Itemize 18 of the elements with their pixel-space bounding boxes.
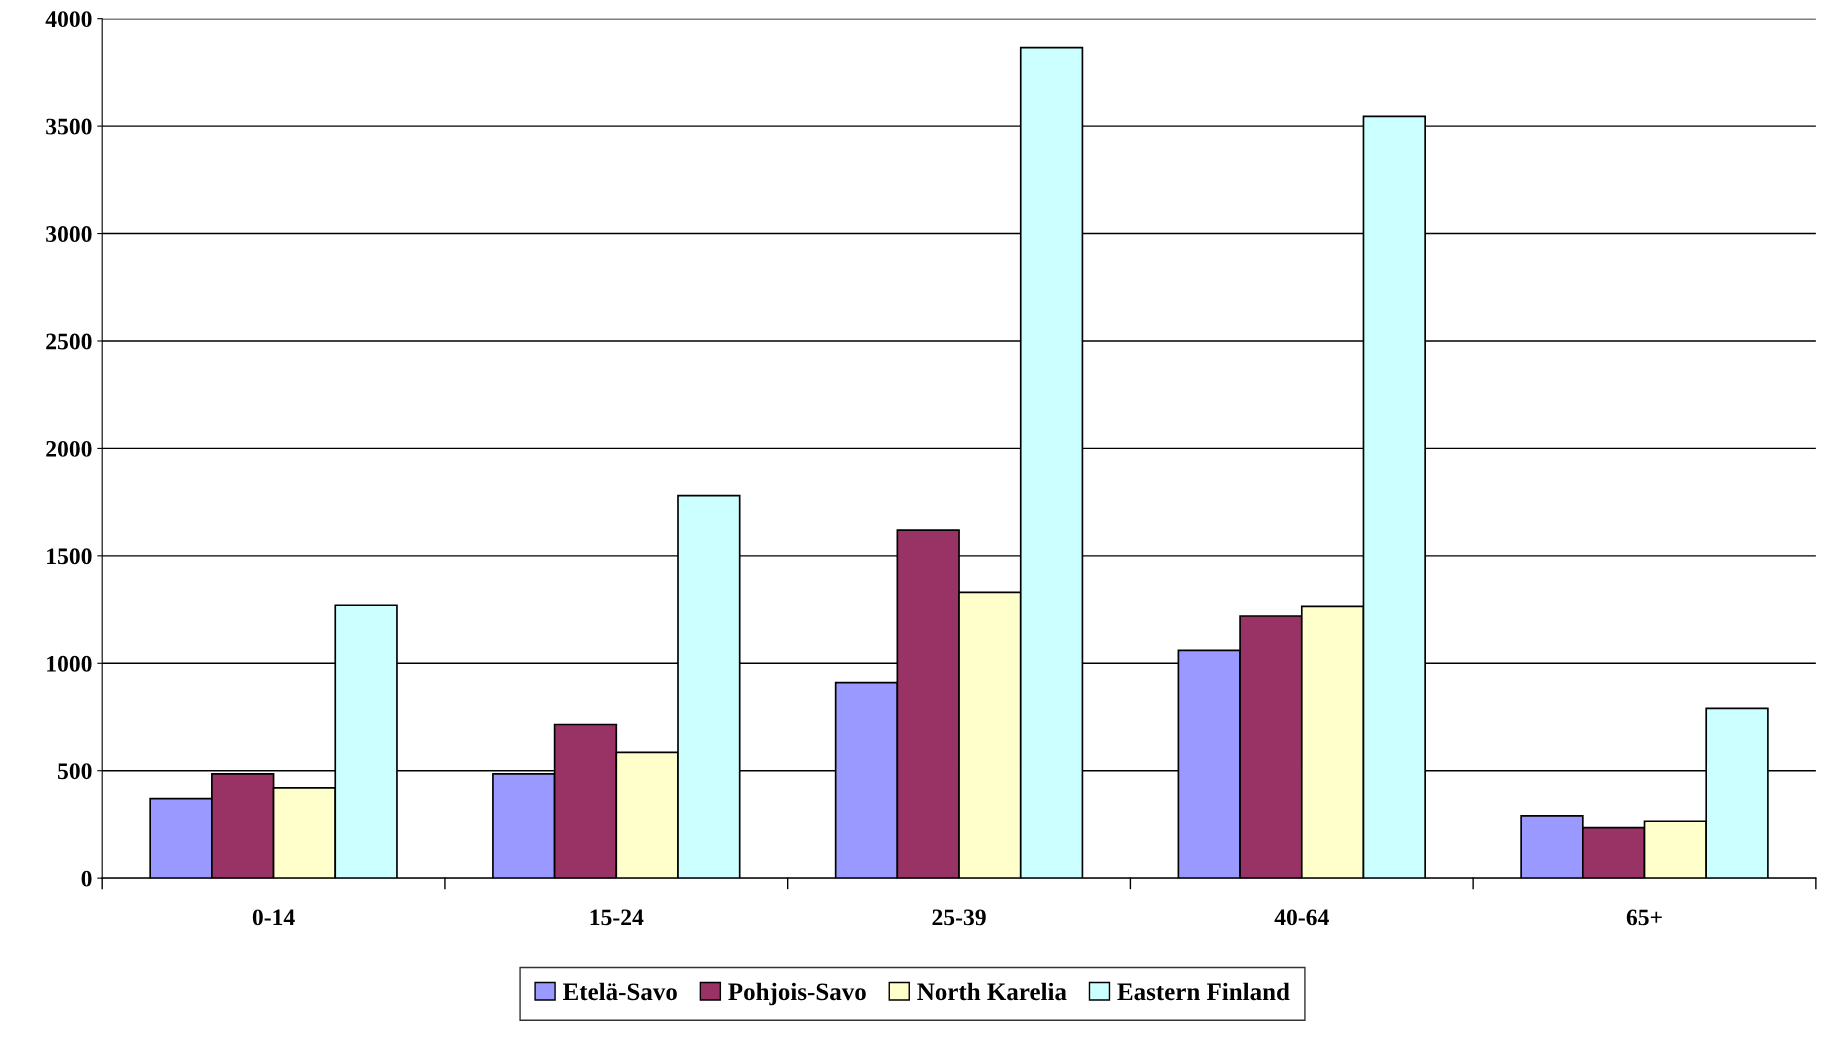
legend-label: Eastern Finland (1117, 982, 1290, 1001)
y-tick-label: 1000 (47, 655, 92, 672)
y-tick-label: 500 (58, 763, 92, 780)
y-tick-label: 2500 (46, 333, 92, 350)
x-tick-label: 0-14 (252, 909, 295, 926)
y-tick-label: 3500 (46, 118, 92, 135)
legend-label: Pohjois-Savo (728, 982, 866, 1006)
legend-label: North Karelia (917, 982, 1067, 1001)
y-tick-label: 1500 (47, 548, 92, 565)
legend-label: Etelä-Savo (563, 982, 677, 1001)
x-tick-label: 40-64 (1274, 909, 1329, 926)
y-tick-label: 4000 (45, 11, 92, 28)
x-tick-label: 65+ (1626, 909, 1662, 926)
y-tick-label: 3000 (46, 226, 92, 242)
x-tick-label: 15-24 (590, 909, 644, 926)
y-tick-label: 0 (81, 870, 92, 887)
x-tick-label: 25-39 (932, 909, 986, 926)
y-tick-label: 2000 (46, 440, 92, 457)
